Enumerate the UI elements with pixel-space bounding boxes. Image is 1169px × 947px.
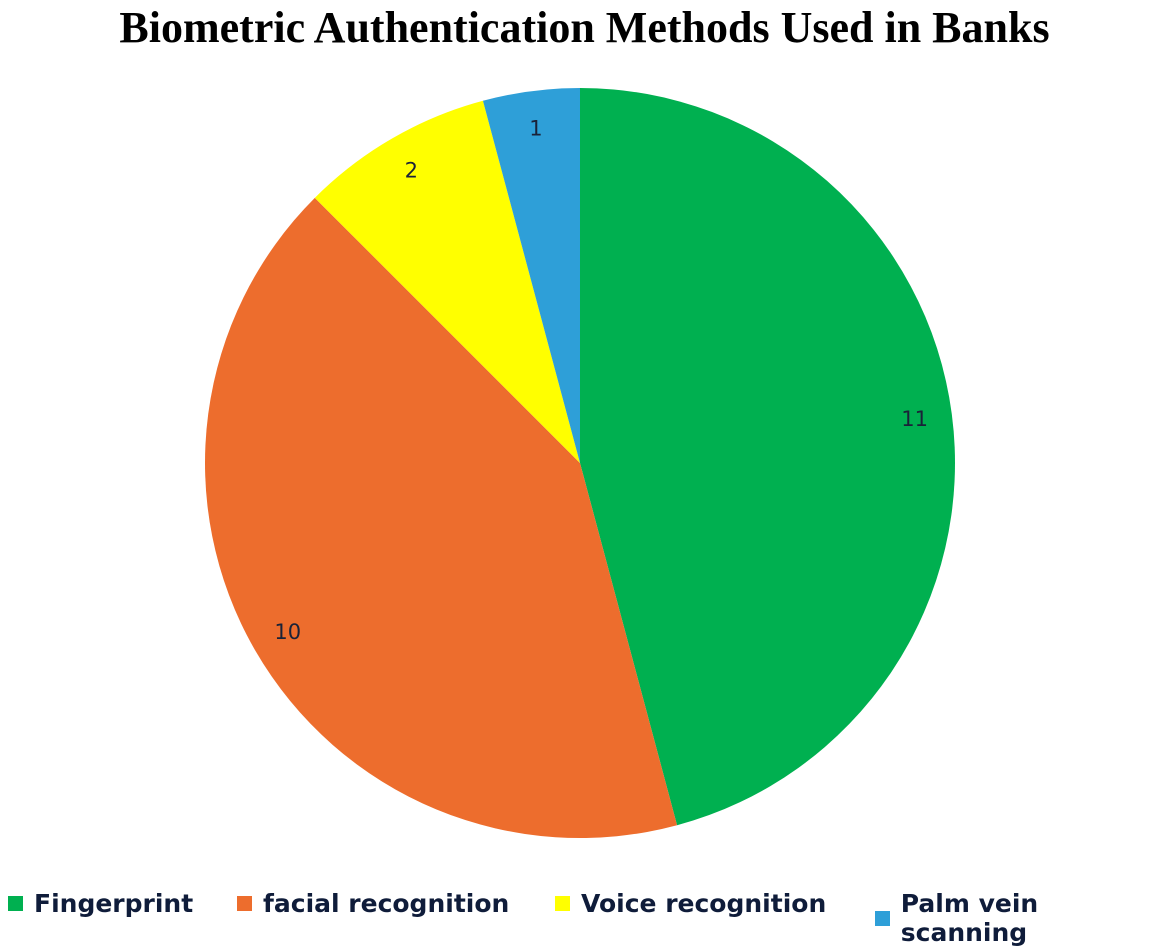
legend-item-palm-vein-scanning: Palm vein scanning: [875, 889, 1169, 947]
data-label: 11: [901, 407, 928, 431]
legend-swatch: [555, 896, 570, 911]
legend-label: facial recognition: [263, 889, 510, 918]
legend-item-facial-recognition: facial recognition: [237, 889, 509, 918]
data-label: 1: [529, 116, 542, 140]
legend-label: Fingerprint: [34, 889, 194, 918]
legend-swatch: [8, 896, 23, 911]
data-label: 2: [405, 159, 418, 183]
chart-title: Biometric Authentication Methods Used in…: [119, 3, 1050, 52]
pie-slice-fingerprint: [580, 88, 955, 826]
legend-item-fingerprint: Fingerprint: [8, 889, 193, 918]
legend-swatch: [237, 896, 252, 911]
legend-label: Palm vein scanning: [900, 889, 1039, 947]
legend-swatch: [875, 910, 890, 926]
pie-slice-facial-recognition: [205, 197, 678, 838]
legend-item-voice-recognition: Voice recognition: [555, 889, 826, 918]
pie-slice-voice-recognition: [314, 100, 580, 463]
legend-label: Voice recognition: [581, 889, 827, 918]
pie-slice-palm-vein-scanning: [482, 88, 580, 463]
pie-chart: 11 10 2 1: [205, 88, 955, 838]
data-label: 10: [274, 620, 301, 644]
